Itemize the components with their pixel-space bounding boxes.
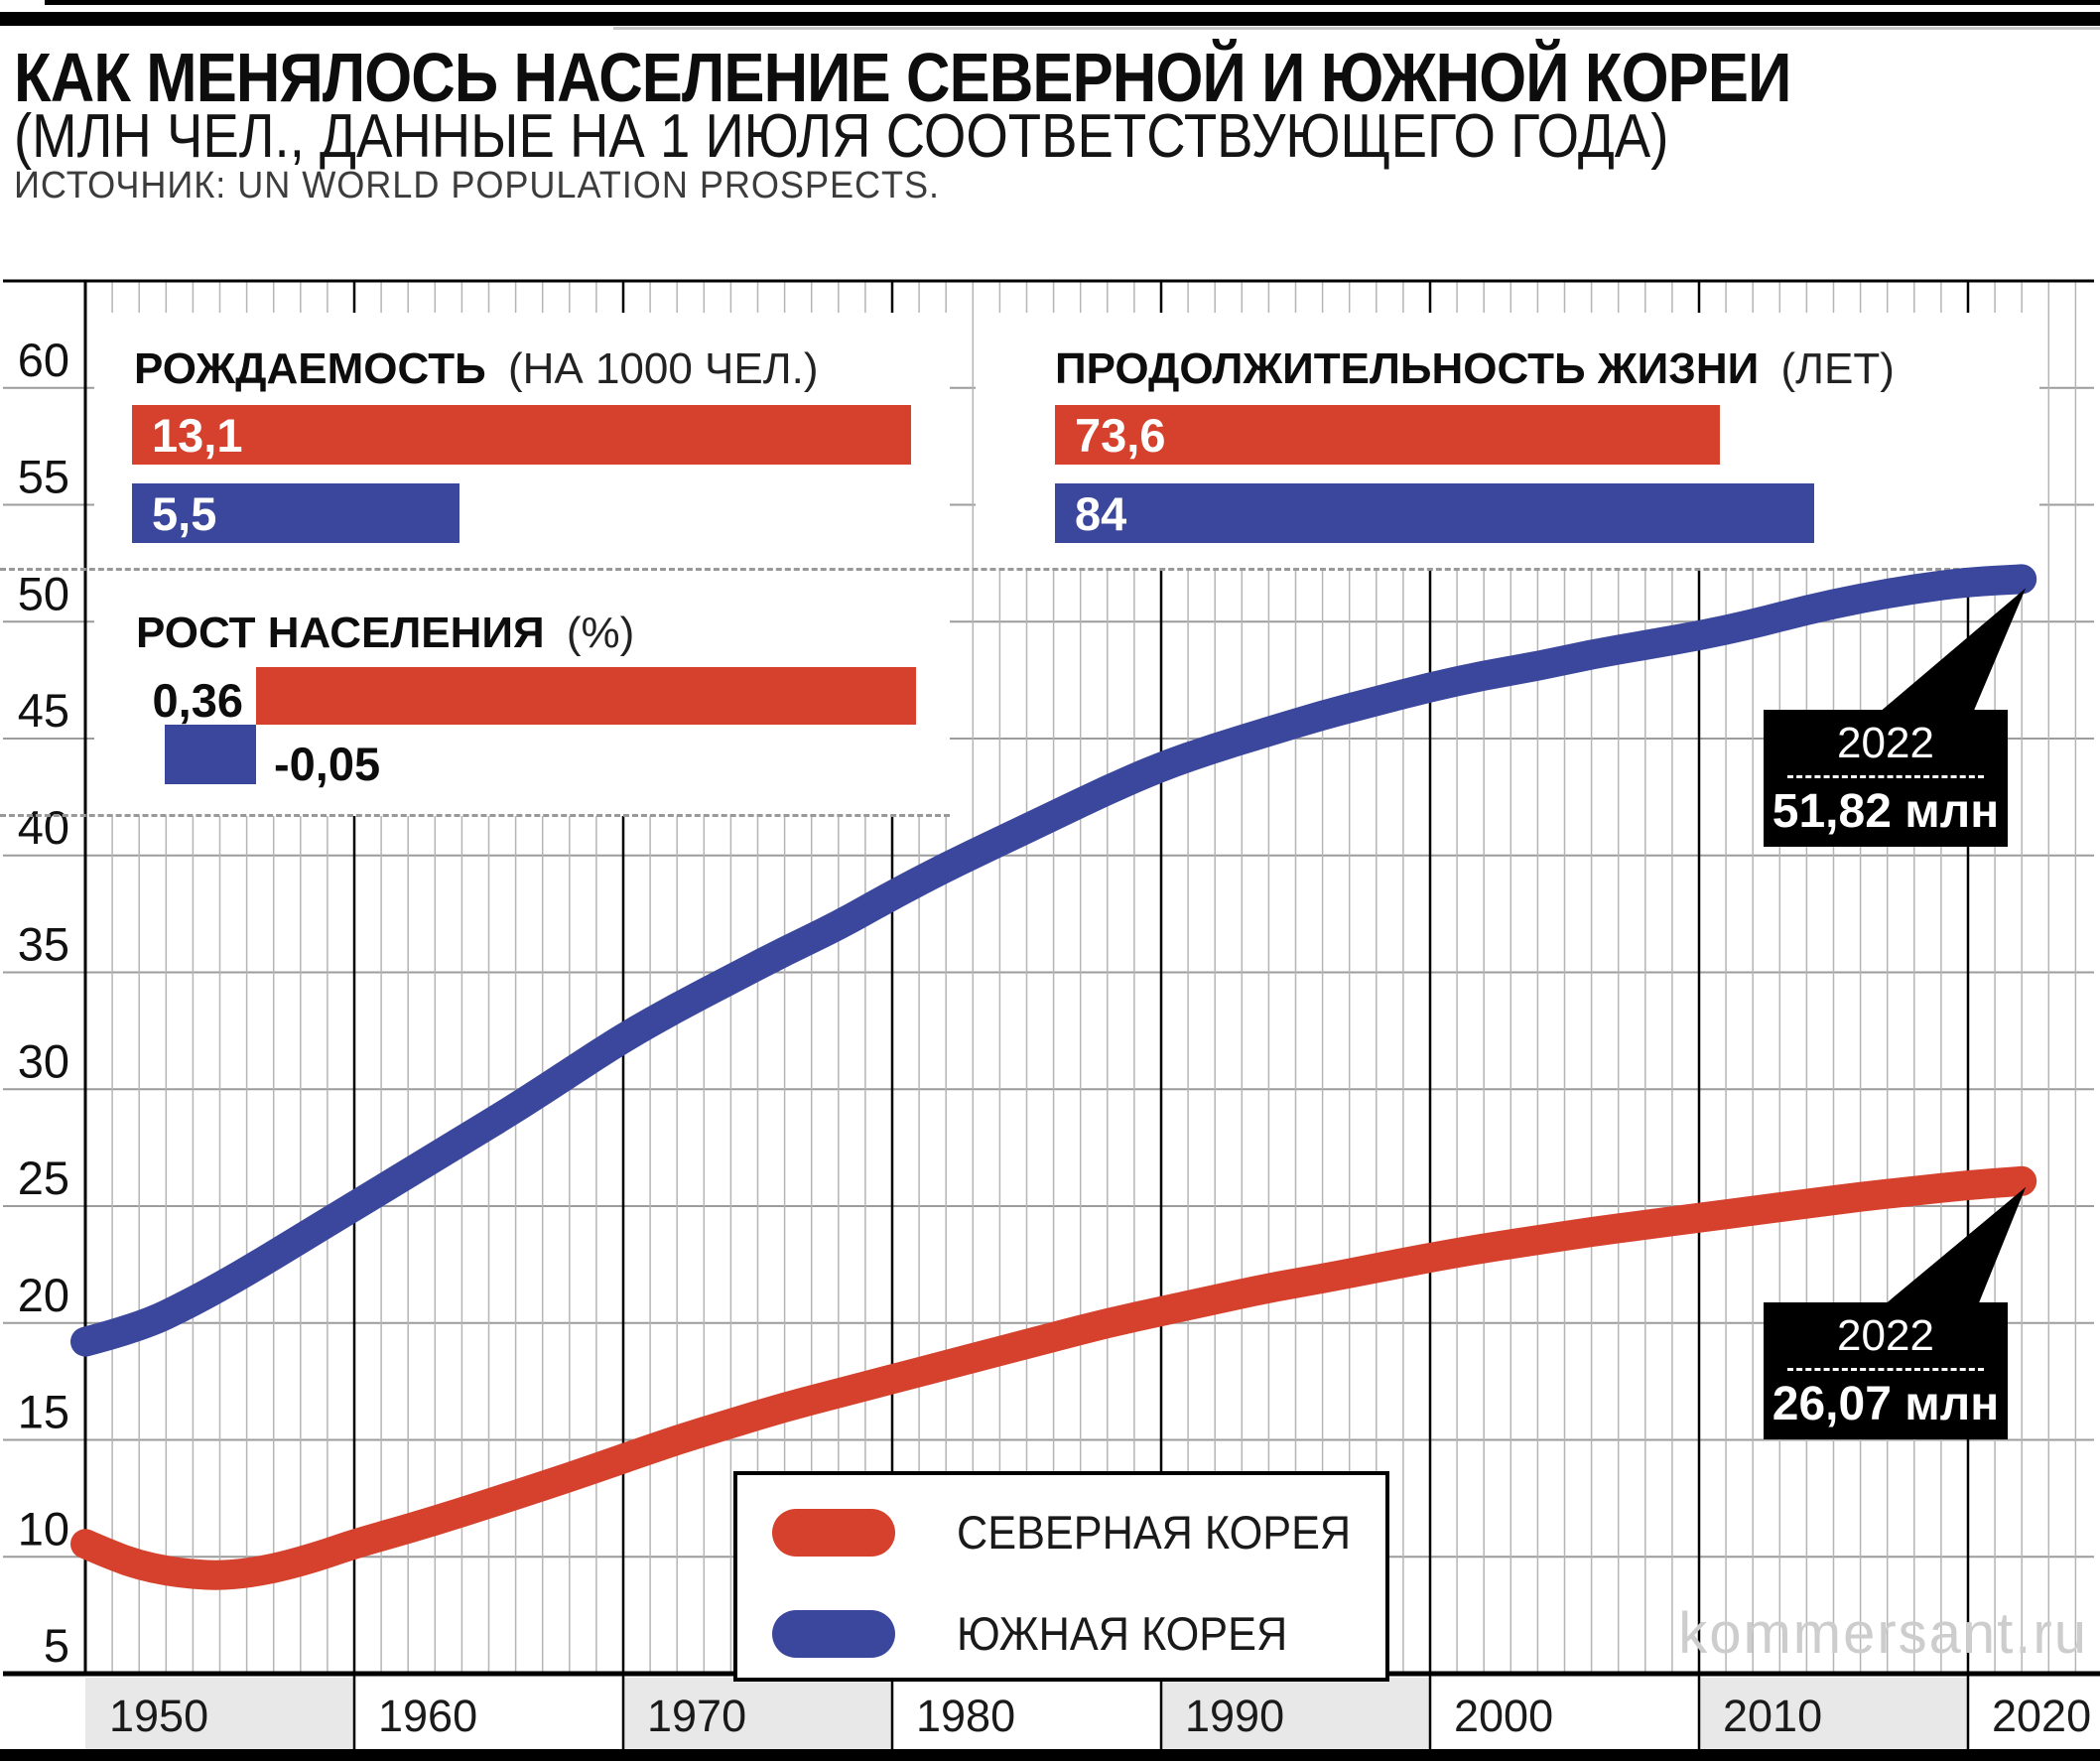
y-axis-label: 30 [18, 1034, 69, 1087]
year-band [85, 1678, 354, 1749]
x-axis-label: 2020 [1992, 1691, 2091, 1741]
callout-divider [1787, 1368, 1984, 1371]
inset-title-note: (ЛЕТ) [1780, 344, 1895, 393]
x-axis-label: 1970 [647, 1691, 746, 1741]
x-axis-label: 1960 [378, 1691, 477, 1741]
bottom-black-bar [0, 1749, 2100, 1761]
inset-title-note: (%) [566, 609, 635, 657]
inset-title-bold: РОЖДАЕМОСТЬ [134, 344, 486, 393]
bar-birth-rate-south: 5,5 [132, 483, 459, 543]
legend-label: СЕВЕРНАЯ КОРЕЯ [957, 1506, 1352, 1559]
inset-title-note: (НА 1000 ЧЕЛ.) [507, 344, 819, 393]
legend: СЕВЕРНАЯ КОРЕЯ ЮЖНАЯ КОРЕЯ [733, 1471, 1389, 1682]
bar-value-label: 84 [1075, 486, 1127, 540]
bar-growth-north [256, 667, 916, 725]
y-axis-label: 50 [18, 567, 69, 619]
page-title: КАК МЕНЯЛОСЬ НАСЕЛЕНИЕ СЕВЕРНОЙ И ЮЖНОЙ … [14, 39, 1791, 116]
x-axis-label: 1980 [916, 1691, 1015, 1741]
growth-value-north: 0,36 [152, 674, 243, 727]
callout-pointer-north [1884, 1186, 2027, 1305]
dashed-guide-line-top [0, 568, 1977, 571]
inset-title-bold: ПРОДОЛЖИТЕЛЬНОСТЬ ЖИЗНИ [1055, 344, 1760, 393]
bar-growth-south [165, 725, 256, 784]
callout-pointer-south [1879, 588, 2027, 713]
bar-life-expectancy-north: 73,6 [1055, 405, 1720, 465]
bar-life-expectancy-south: 84 [1055, 483, 1814, 543]
y-axis-label: 10 [18, 1502, 69, 1555]
south-korea-swatch [772, 1609, 895, 1658]
south-korea-line [70, 564, 2037, 1357]
callout-divider [1787, 775, 1984, 778]
masthead-black-bar [0, 12, 2100, 26]
bar-value-label: 73,6 [1075, 408, 1166, 462]
masthead-gray-line [613, 27, 2100, 30]
y-axis-label: 20 [18, 1269, 69, 1321]
year-band [1699, 1678, 1968, 1749]
bar-birth-rate-north: 13,1 [132, 405, 911, 465]
year-band [1430, 1678, 1699, 1749]
y-axis-label: 55 [18, 451, 69, 503]
bar-value-label: 13,1 [152, 408, 243, 462]
year-band [1968, 1678, 2100, 1749]
y-axis-label: 40 [18, 801, 69, 854]
x-axis-label: 2000 [1454, 1691, 1553, 1741]
year-band [1161, 1678, 1430, 1749]
y-axis-label: 45 [18, 684, 69, 737]
callout-south-korea-2022: 2022 51,82 млн [1764, 710, 2008, 847]
legend-label: ЮЖНАЯ КОРЕЯ [957, 1607, 1288, 1660]
inset-title-population-growth: РОСТ НАСЕЛЕНИЯ (%) [136, 609, 634, 658]
source-note: ИСТОЧНИК: UN WORLD POPULATION PROSPECTS. [14, 165, 941, 206]
inset-title-birth-rate: РОЖДАЕМОСТЬ (НА 1000 ЧЕЛ.) [134, 344, 819, 394]
x-axis-label: 2010 [1723, 1691, 1822, 1741]
legend-item-north-korea: СЕВЕРНАЯ КОРЕЯ [772, 1505, 1385, 1560]
inset-title-life-expectancy: ПРОДОЛЖИТЕЛЬНОСТЬ ЖИЗНИ (ЛЕТ) [1055, 344, 1895, 394]
year-band [354, 1678, 623, 1749]
y-axis-label: 25 [18, 1152, 69, 1204]
x-axis-label: 1950 [109, 1691, 208, 1741]
y-axis-label: 60 [18, 334, 69, 386]
watermark: kommersant.ru [1678, 1601, 2088, 1666]
year-band [892, 1678, 1161, 1749]
inset-title-bold: РОСТ НАСЕЛЕНИЯ [136, 609, 545, 657]
y-axis-label: 5 [44, 1619, 69, 1672]
masthead-thin-bar [45, 0, 2100, 5]
callout-year: 2022 [1837, 719, 1934, 767]
callout-value: 26,07 млн [1772, 1378, 2000, 1430]
bar-value-label: 5,5 [152, 486, 217, 540]
callout-north-korea-2022: 2022 26,07 млн [1764, 1302, 2008, 1439]
north-korea-swatch [772, 1508, 895, 1557]
growth-value-south: -0,05 [274, 738, 381, 790]
north-korea-line [70, 1165, 2037, 1590]
y-axis-label: 35 [18, 918, 69, 971]
callout-value: 51,82 млн [1772, 785, 2000, 838]
legend-item-south-korea: ЮЖНАЯ КОРЕЯ [772, 1606, 1316, 1661]
callout-year: 2022 [1837, 1311, 1934, 1360]
dashed-guide-line-bottom [0, 814, 950, 817]
x-axis-label: 1990 [1185, 1691, 1284, 1741]
page-subtitle: (МЛН ЧЕЛ., ДАННЫЕ НА 1 ИЮЛЯ СООТВЕТСТВУЮ… [14, 102, 1669, 171]
year-band [623, 1678, 892, 1749]
y-axis-label: 15 [18, 1386, 69, 1438]
